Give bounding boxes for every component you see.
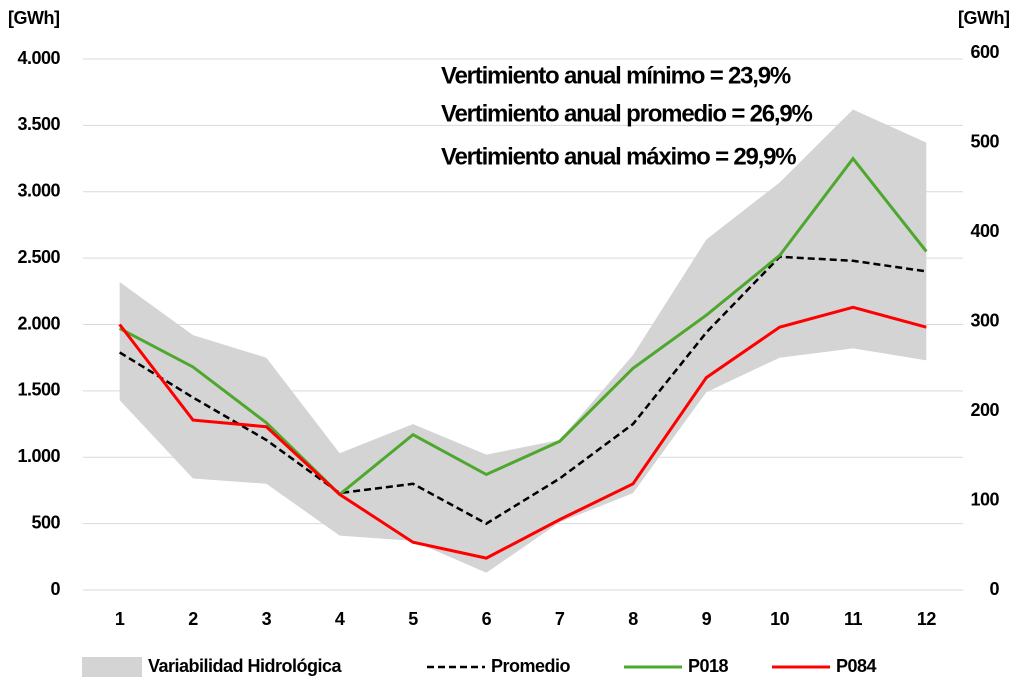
x-tick-label: 8 bbox=[628, 609, 638, 629]
y2-tick-label: 200 bbox=[970, 400, 999, 420]
legend-label: Promedio bbox=[491, 656, 571, 676]
y-tick-label: 2.000 bbox=[17, 313, 60, 333]
x-tick-label: 12 bbox=[917, 609, 937, 629]
annotation: Vertimiento anual máximo = 29,9% bbox=[441, 143, 796, 170]
x-tick-label: 11 bbox=[844, 609, 863, 629]
legend-label: Variabilidad Hidrológica bbox=[148, 656, 343, 676]
y-axis-label: [GWh] bbox=[8, 8, 59, 28]
legend-label: P084 bbox=[836, 656, 877, 676]
x-tick-label: 6 bbox=[482, 609, 492, 629]
x-tick-label: 1 bbox=[115, 609, 125, 629]
y2-tick-label: 0 bbox=[989, 579, 999, 599]
y-tick-label: 500 bbox=[31, 512, 60, 532]
series-line bbox=[118, 156, 928, 497]
y-tick-label: 1.000 bbox=[17, 446, 60, 466]
y-tick-label: 2.500 bbox=[17, 247, 60, 267]
y-tick-label: 4.000 bbox=[17, 48, 60, 68]
y2-tick-label: 600 bbox=[970, 42, 999, 62]
y-tick-label: 0 bbox=[50, 579, 60, 599]
x-tick-label: 9 bbox=[702, 609, 712, 629]
x-tick-label: 4 bbox=[335, 609, 345, 629]
legend-label: P018 bbox=[688, 656, 729, 676]
y2-tick-label: 400 bbox=[970, 221, 999, 241]
range-area bbox=[119, 109, 927, 573]
x-tick-label: 7 bbox=[555, 609, 565, 629]
annotation: Vertimiento anual promedio = 26,9% bbox=[441, 100, 813, 127]
x-tick-label: 5 bbox=[408, 609, 418, 629]
legend-swatch bbox=[82, 657, 142, 677]
series-line bbox=[119, 255, 927, 526]
x-tick-label: 3 bbox=[262, 609, 272, 629]
y2-axis-label: [GWh] bbox=[958, 8, 1009, 28]
annotation: Vertimiento anual mínimo = 23,9% bbox=[441, 62, 791, 89]
x-tick-label: 10 bbox=[770, 609, 790, 629]
y-tick-label: 1.500 bbox=[17, 380, 60, 400]
x-tick-label: 2 bbox=[188, 609, 198, 629]
series-line bbox=[118, 305, 927, 560]
y2-tick-label: 300 bbox=[970, 310, 999, 330]
y-tick-label: 3.500 bbox=[17, 114, 60, 134]
y2-tick-label: 500 bbox=[970, 131, 999, 151]
y-tick-label: 3.000 bbox=[17, 181, 60, 201]
y2-tick-label: 100 bbox=[970, 489, 999, 509]
